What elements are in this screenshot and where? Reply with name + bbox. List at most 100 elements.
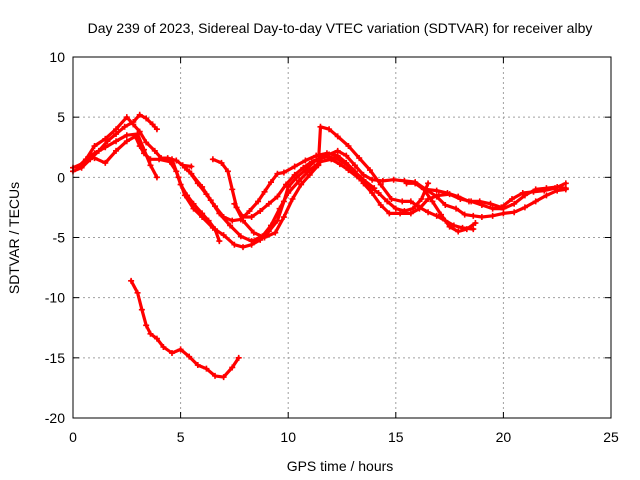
series-track-10 [403,180,479,235]
data-point [289,195,296,202]
data-point [390,176,397,183]
data-point [425,180,432,187]
data-point [113,138,120,145]
data-point [113,126,120,133]
data-point [487,200,494,207]
data-point [194,180,201,187]
data-point [181,192,188,199]
data-point [123,138,130,145]
data-point [102,135,109,142]
data-point [379,177,386,184]
data-point [308,158,315,165]
series-line [92,134,221,243]
series-line [71,113,159,173]
y-tick-label: 0 [57,169,65,185]
data-point [237,233,244,240]
data-point [224,168,231,175]
data-point [478,214,485,221]
data-point [123,132,130,139]
data-point [190,205,197,212]
data-point [250,229,257,236]
data-point [147,330,154,337]
data-point [407,198,414,205]
data-point [186,353,193,360]
data-point [136,111,143,118]
x-tick-label: 10 [280,429,296,445]
data-point [188,163,195,170]
data-point [403,180,410,187]
data-point [218,159,225,166]
data-point [416,204,423,211]
data-point [463,226,470,233]
y-tick-label: -10 [45,290,65,306]
data-point [470,226,477,233]
data-point [261,188,268,195]
data-point [240,217,247,224]
data-point [248,214,255,221]
data-point [422,186,429,193]
data-point [168,156,175,163]
data-point [231,200,238,207]
data-point [220,374,227,381]
data-point [153,174,160,181]
data-point [156,156,163,163]
data-point [334,147,341,154]
data-point [203,191,210,198]
data-point [229,217,236,224]
data-point [437,211,444,218]
data-point [229,364,236,371]
data-point [375,189,382,196]
data-point [360,171,367,178]
data-point [442,202,449,209]
data-point [489,212,496,219]
data-point [151,147,158,154]
data-point [384,198,391,205]
data-point [160,344,167,351]
data-point [194,362,201,369]
data-point [369,176,376,183]
data-point [317,123,324,130]
data-point [123,114,130,121]
data-point [343,159,350,166]
data-point [315,162,322,169]
data-point [407,210,414,217]
data-point [306,171,313,178]
data-point [143,322,150,329]
data-point [326,126,333,133]
y-tick-label: 10 [49,49,65,65]
y-axis-label: SDTVAR / TECUs [6,182,22,294]
y-tick-label: 5 [57,109,65,125]
data-point [433,212,440,219]
data-point [356,155,363,162]
data-point [302,157,309,164]
data-point [543,192,550,199]
data-point [461,211,468,218]
data-point [102,159,109,166]
data-layer [70,111,569,381]
data-point [153,126,160,133]
data-point [446,223,453,230]
data-point [351,168,358,175]
data-point [274,193,281,200]
data-point [138,306,145,313]
data-point [235,354,242,361]
chart-title: Day 239 of 2023, Sidereal Day-to-day VTE… [88,20,593,36]
data-point [500,210,507,217]
data-point [429,198,436,205]
x-tick-label: 25 [603,429,619,445]
data-point [291,163,298,170]
data-point [412,180,419,187]
data-point [472,220,479,227]
data-point [418,195,425,202]
data-point [444,189,451,196]
data-point [246,208,253,215]
series-track-8 [209,147,569,221]
data-point [261,234,268,241]
data-point [509,195,516,202]
data-point [360,180,367,187]
data-point [334,133,341,140]
data-point [175,174,182,181]
data-point [102,144,109,151]
data-point [369,189,376,196]
